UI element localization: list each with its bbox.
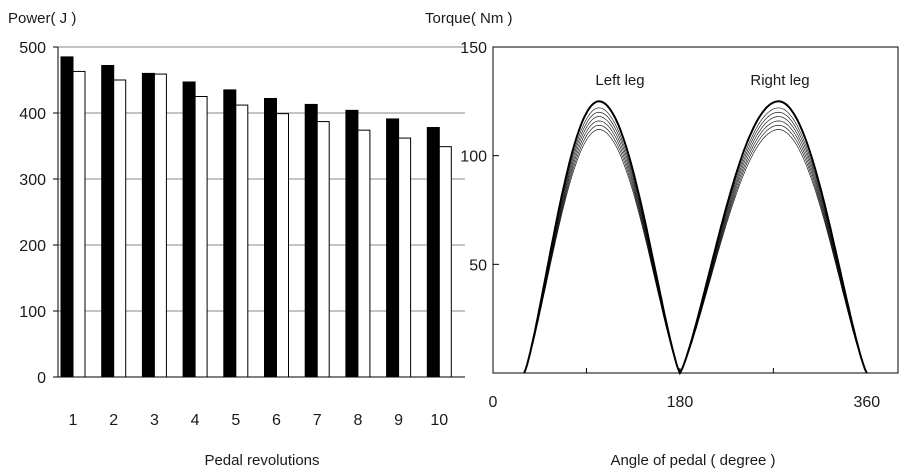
bar-black-5 <box>223 89 237 378</box>
torque-curve-inner <box>523 116 868 374</box>
annotation-left-leg: Left leg <box>595 72 644 89</box>
torque-curve-inner <box>523 129 868 374</box>
torque-line-chart: Torque( Nm ) 50 100 150 0 180 360 Left leg R… <box>425 10 899 469</box>
bar-y-tick-label: 400 <box>19 106 46 123</box>
line-x-tick-label: 0 <box>489 394 498 411</box>
bar-y-axis-title: Power( J ) <box>8 10 76 27</box>
line-y-tick-label: 50 <box>469 257 487 274</box>
bar-y-tick-marks <box>53 46 58 378</box>
line-x-ticks: 0 180 360 <box>489 368 880 411</box>
torque-curve-inner <box>523 120 868 374</box>
bar-black-8 <box>345 109 359 378</box>
bar-y-tick-label: 100 <box>19 304 46 321</box>
line-y-tick-label: 150 <box>460 40 487 57</box>
bar-black-10 <box>426 127 440 378</box>
bar-x-axis-title: Pedal revolutions <box>204 452 319 469</box>
torque-curve-inner <box>523 111 868 374</box>
bar-black-7 <box>304 103 318 378</box>
annotation-right-leg: Right leg <box>750 72 809 89</box>
bar-black-6 <box>264 97 277 378</box>
bar-white-2 <box>113 79 127 378</box>
bar-x-tick-label: 1 <box>69 412 78 429</box>
bar-x-tick-label: 4 <box>191 412 200 429</box>
bar-x-tick-labels: 1 2 3 4 5 6 7 8 9 10 <box>69 412 449 429</box>
torque-curve-inner <box>523 107 868 374</box>
torque-curves <box>523 100 868 376</box>
line-plot-frame <box>492 46 899 374</box>
line-x-tick-label: 360 <box>853 394 880 411</box>
bar-white-4 <box>194 96 208 378</box>
bar-white-3 <box>153 73 167 378</box>
bar-x-tick-label: 5 <box>231 412 240 429</box>
line-x-axis-title: Angle of pedal ( degree ) <box>610 452 775 469</box>
bar-marks <box>60 56 452 378</box>
line-y-ticks: 50 100 150 <box>460 40 499 274</box>
bar-y-tick-label: 200 <box>19 238 46 255</box>
bar-white-9 <box>398 137 412 378</box>
bar-y-tick-label: 300 <box>19 172 46 189</box>
bar-x-tick-label: 9 <box>394 412 403 429</box>
line-y-tick-label: 100 <box>460 149 487 166</box>
bar-x-tick-label: 3 <box>150 412 159 429</box>
bar-y-tick-label: 500 <box>19 40 46 57</box>
bar-black-4 <box>182 81 196 378</box>
bar-white-7 <box>316 121 330 378</box>
bar-x-tick-label: 2 <box>109 412 118 429</box>
bar-white-8 <box>357 129 371 378</box>
torque-curve-outer <box>523 100 868 376</box>
bar-white-1 <box>72 70 86 378</box>
bar-white-5 <box>235 104 249 378</box>
bar-black-1 <box>60 56 74 378</box>
bar-x-tick-label: 7 <box>313 412 322 429</box>
bar-y-tick-label: 0 <box>37 370 46 387</box>
line-x-tick-label: 180 <box>667 394 694 411</box>
bar-x-tick-label: 8 <box>353 412 362 429</box>
bar-white-10 <box>438 146 452 378</box>
bar-x-tick-label: 10 <box>430 412 448 429</box>
bar-y-tick-labels: 0 100 200 300 400 500 <box>19 40 46 387</box>
bar-white-6 <box>276 113 289 378</box>
torque-curve-inner <box>523 124 868 374</box>
bar-black-9 <box>386 118 400 378</box>
line-y-axis-title: Torque( Nm ) <box>425 10 513 27</box>
bar-black-2 <box>101 64 115 378</box>
bar-x-tick-label: 6 <box>272 412 281 429</box>
bar-black-3 <box>141 72 155 378</box>
